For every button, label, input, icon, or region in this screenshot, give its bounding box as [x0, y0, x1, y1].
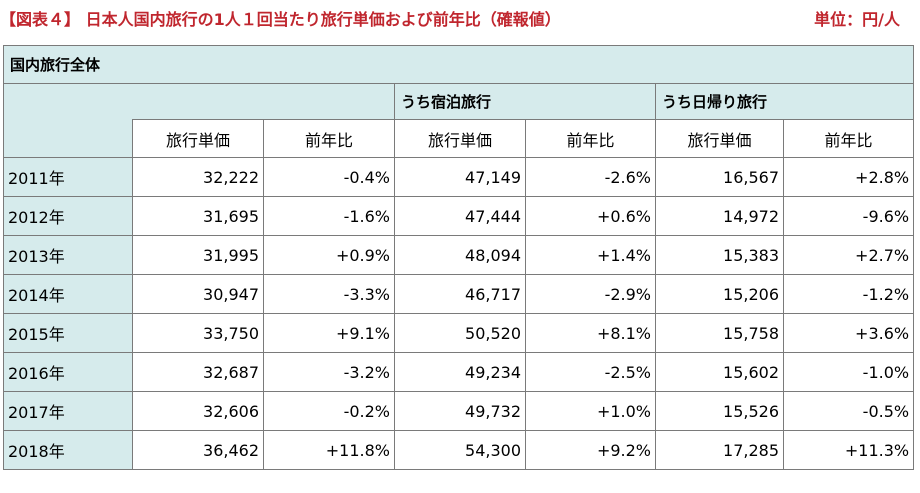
- stay-yoy-cell: +8.1%: [525, 313, 656, 353]
- table-row: 2015年 33,750 +9.1% 50,520 +8.1% 15,758 +3.6%: [3, 313, 915, 353]
- stay-yoy-cell: +0.6%: [525, 196, 656, 236]
- stay-price-cell: 47,149: [394, 157, 526, 197]
- day-yoy-cell: -9.6%: [782, 196, 915, 236]
- day-price-cell: 15,602: [655, 352, 784, 392]
- day-yoy-cell: -0.5%: [782, 391, 915, 431]
- day-price-cell: 15,758: [655, 313, 784, 353]
- stay-yoy-cell: +9.2%: [525, 430, 656, 470]
- all-price-cell: 32,687: [132, 352, 264, 392]
- header-all-price: 旅行単価: [132, 119, 264, 158]
- year-cell: 2015年: [3, 313, 133, 353]
- header-stay: うち宿泊旅行: [394, 83, 656, 120]
- stay-yoy-cell: -2.6%: [525, 157, 656, 197]
- travel-price-table: 国内旅行全体 うち宿泊旅行 うち日帰り旅行 旅行単価 前年比 旅行単価 前年比 …: [2, 45, 915, 470]
- header-year-blank: [3, 119, 133, 158]
- year-cell: 2018年: [3, 430, 133, 470]
- all-yoy-cell: -3.2%: [263, 352, 395, 392]
- table-row: 2017年 32,606 -0.2% 49,732 +1.0% 15,526 -0.5%: [3, 391, 915, 431]
- all-yoy-cell: -0.2%: [263, 391, 395, 431]
- all-yoy-cell: +11.8%: [263, 430, 395, 470]
- all-yoy-cell: +0.9%: [263, 235, 395, 275]
- day-price-cell: 15,526: [655, 391, 784, 431]
- year-cell: 2014年: [3, 274, 133, 314]
- day-price-cell: 16,567: [655, 157, 784, 197]
- stay-yoy-cell: -2.5%: [525, 352, 656, 392]
- stay-yoy-cell: -2.9%: [525, 274, 656, 314]
- header-day-price: 旅行単価: [655, 119, 784, 158]
- table-row: 2012年 31,695 -1.6% 47,444 +0.6% 14,972 -9.6%: [3, 196, 915, 236]
- day-yoy-cell: -1.2%: [782, 274, 915, 314]
- day-price-cell: 14,972: [655, 196, 784, 236]
- all-price-cell: 31,695: [132, 196, 264, 236]
- stay-price-cell: 54,300: [394, 430, 526, 470]
- header-day-trip: うち日帰り旅行: [654, 83, 915, 120]
- all-yoy-cell: -0.4%: [263, 157, 395, 197]
- stay-price-cell: 48,094: [394, 235, 526, 275]
- stay-price-cell: 46,717: [394, 274, 526, 314]
- day-price-cell: 17,285: [655, 430, 784, 470]
- all-price-cell: 32,222: [132, 157, 264, 197]
- header-all-yoy: 前年比: [263, 119, 395, 158]
- table-row: 2013年 31,995 +0.9% 48,094 +1.4% 15,383 +2.7%: [3, 235, 915, 275]
- header-stay-price: 旅行単価: [394, 119, 526, 158]
- table-row: 2011年 32,222 -0.4% 47,149 -2.6% 16,567 +2.8%: [3, 157, 915, 197]
- day-yoy-cell: +11.3%: [782, 430, 915, 470]
- all-yoy-cell: +9.1%: [263, 313, 395, 353]
- header-stay-yoy: 前年比: [525, 119, 656, 158]
- stay-yoy-cell: +1.4%: [525, 235, 656, 275]
- day-yoy-cell: -1.0%: [782, 352, 915, 392]
- header-domestic-all: 国内旅行全体: [2, 45, 915, 84]
- stay-price-cell: 49,234: [394, 352, 526, 392]
- day-yoy-cell: +3.6%: [782, 313, 915, 353]
- day-yoy-cell: +2.7%: [782, 235, 915, 275]
- day-price-cell: 15,206: [655, 274, 784, 314]
- all-price-cell: 36,462: [132, 430, 264, 470]
- header-blank: [3, 83, 395, 120]
- year-cell: 2016年: [3, 352, 133, 392]
- stay-price-cell: 47,444: [394, 196, 526, 236]
- stay-yoy-cell: +1.0%: [525, 391, 656, 431]
- stay-price-cell: 49,732: [394, 391, 526, 431]
- year-cell: 2013年: [3, 235, 133, 275]
- all-yoy-cell: -1.6%: [263, 196, 395, 236]
- unit-label: 単位：円/人: [814, 10, 900, 29]
- table-caption: 【図表４】 日本人国内旅行の1人１回当たり旅行単価および前年比（確報値）: [0, 10, 561, 29]
- table-row: 2014年 30,947 -3.3% 46,717 -2.9% 15,206 -1.2%: [3, 274, 915, 314]
- year-cell: 2011年: [3, 157, 133, 197]
- all-price-cell: 30,947: [132, 274, 264, 314]
- year-cell: 2017年: [3, 391, 133, 431]
- stay-price-cell: 50,520: [394, 313, 526, 353]
- day-price-cell: 15,383: [655, 235, 784, 275]
- all-price-cell: 33,750: [132, 313, 264, 353]
- table-row: 2016年 32,687 -3.2% 49,234 -2.5% 15,602 -1.0%: [3, 352, 915, 392]
- table-row: 2018年 36,462 +11.8% 54,300 +9.2% 17,285 +11.3%: [3, 430, 915, 470]
- all-yoy-cell: -3.3%: [263, 274, 395, 314]
- all-price-cell: 31,995: [132, 235, 264, 275]
- all-price-cell: 32,606: [132, 391, 264, 431]
- header-day-yoy: 前年比: [782, 119, 915, 158]
- day-yoy-cell: +2.8%: [782, 157, 915, 197]
- year-cell: 2012年: [3, 196, 133, 236]
